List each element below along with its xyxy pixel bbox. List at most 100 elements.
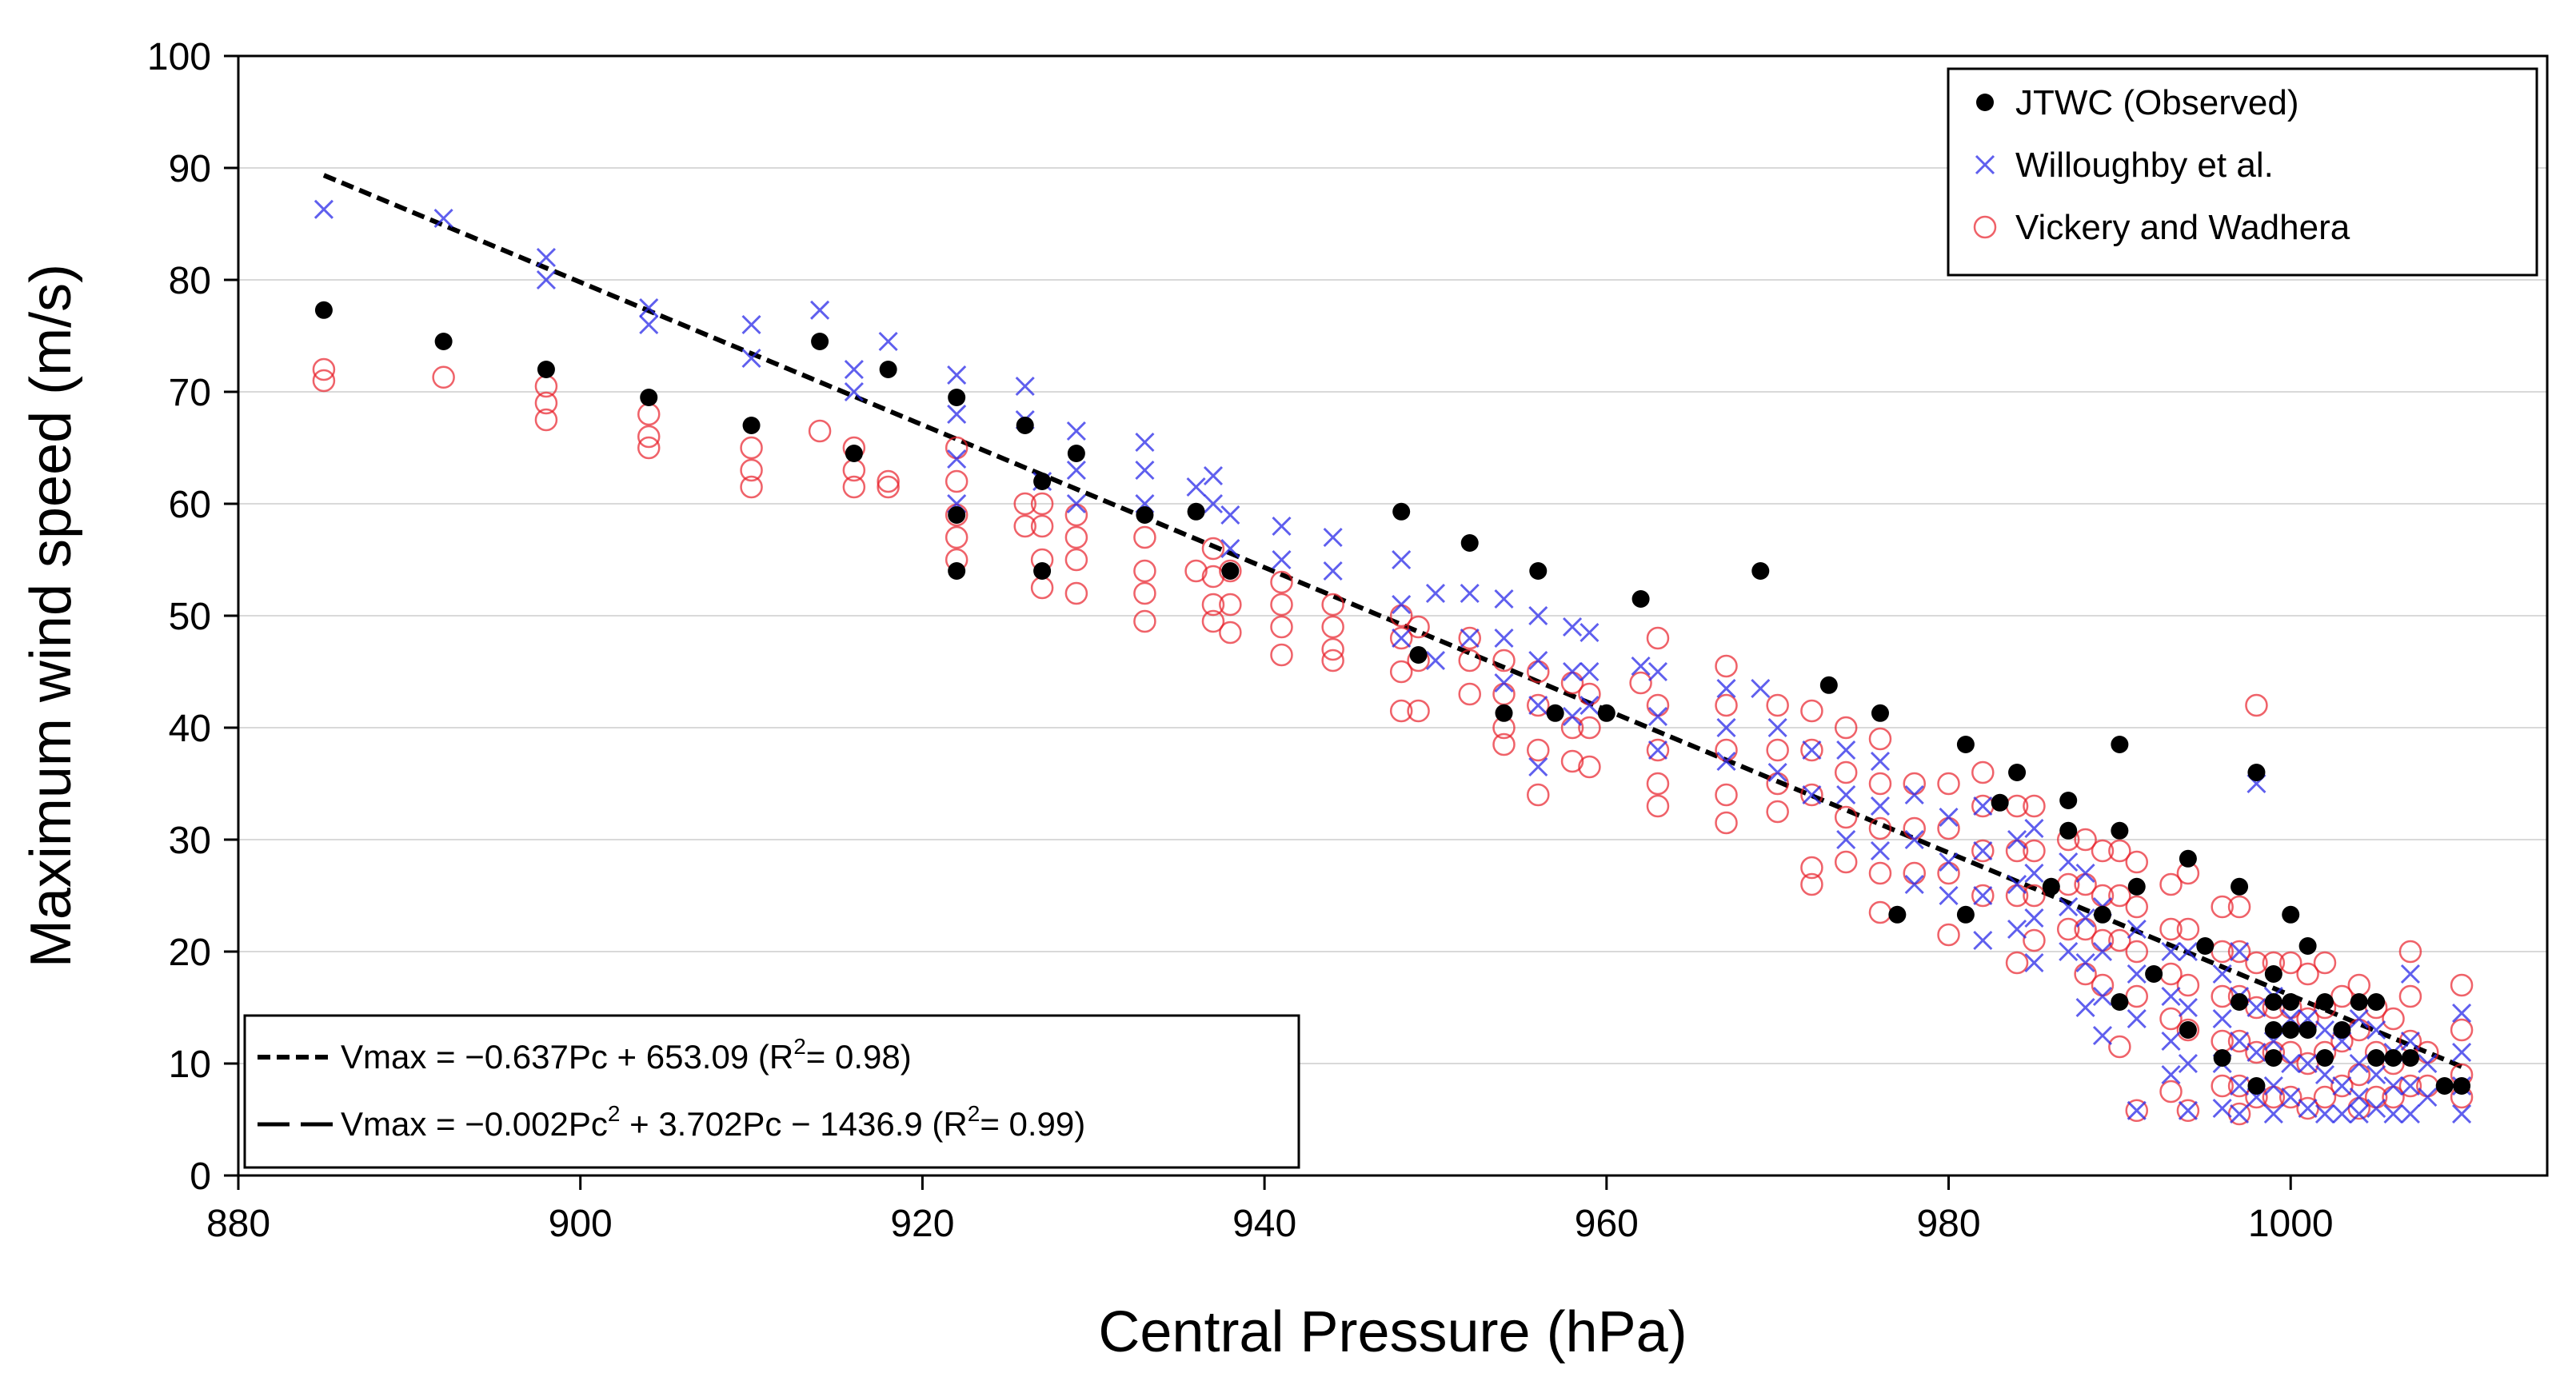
y-tick-label: 0: [190, 1155, 211, 1198]
vickery-point: [808, 419, 832, 443]
vickery-point: [1903, 816, 1926, 840]
willoughby-point: [1494, 673, 1514, 693]
willoughby-point: [2383, 1104, 2403, 1124]
willoughby-point: [1066, 421, 1086, 441]
linear-fit-eq-suffix: = 0.98): [806, 1038, 912, 1076]
willoughby-point: [433, 208, 453, 229]
willoughby-point: [1802, 784, 1822, 805]
jtwc-point: [2247, 1077, 2266, 1095]
x-tick-label: 880: [206, 1203, 270, 1245]
willoughby-point: [2212, 964, 2232, 984]
vickery-point: [1971, 839, 1995, 863]
vickery-point: [1766, 693, 1789, 717]
vickery-point: [312, 369, 336, 393]
vickery-point: [877, 469, 900, 493]
willoughby-point: [2024, 952, 2044, 973]
willoughby-point: [2161, 1064, 2181, 1085]
x-tick-label: 920: [890, 1203, 954, 1245]
vickery-point: [2450, 973, 2474, 997]
vickery-point: [740, 436, 763, 460]
quad-fit-eq-prefix: Vmax = −0.002Pc: [341, 1105, 608, 1143]
willoughby-point: [2263, 1076, 2283, 1096]
vickery-point: [1715, 693, 1738, 717]
willoughby-point: [2075, 997, 2095, 1018]
jtwc-point: [2093, 905, 2111, 924]
legend-box: [1947, 67, 2538, 277]
equation-box: Vmax = −0.637Pc + 653.09 (R2= 0.98) Vmax …: [243, 1014, 1300, 1169]
vickery-point: [2313, 1085, 2337, 1109]
vickery-point: [1407, 699, 1430, 723]
jtwc-point: [2298, 937, 2317, 955]
linear-fit-equation: Vmax = −0.637Pc + 653.09 (R2= 0.98): [341, 1034, 912, 1076]
vickery-point: [945, 525, 968, 549]
willoughby-point: [2092, 941, 2113, 962]
vickery-point: [1458, 626, 1481, 650]
jtwc-point: [742, 417, 761, 434]
willoughby-point: [2178, 1100, 2198, 1120]
vickery-point: [1868, 816, 1892, 840]
jtwc-point: [1495, 704, 1513, 722]
vickery-point: [1715, 783, 1738, 807]
jtwc-point: [2453, 1077, 2471, 1095]
jtwc-point: [1187, 502, 1205, 521]
vickery-point: [2313, 951, 2337, 975]
willoughby-point: [2230, 941, 2250, 962]
vickery-point: [1834, 850, 1858, 874]
vickery-point: [637, 402, 661, 426]
y-tick-label: 70: [169, 372, 211, 414]
x-tick-label: 1000: [2248, 1203, 2334, 1245]
jtwc-point: [2196, 937, 2215, 955]
willoughby-point: [1836, 740, 1856, 760]
vickery-point: [2091, 973, 2115, 997]
vickery-point: [2159, 1007, 2183, 1031]
willoughby-point: [2281, 1087, 2301, 1108]
jtwc-point: [2008, 764, 2027, 781]
willoughby-point: [1580, 661, 1600, 682]
willoughby-point: [1716, 717, 1736, 738]
jtwc-point: [2264, 1021, 2282, 1039]
willoughby-point: [1494, 589, 1514, 609]
willoughby-point: [1767, 717, 1787, 738]
willoughby-point: [1836, 784, 1856, 805]
vickery-point: [2330, 1074, 2354, 1098]
y-tick-label: 10: [169, 1044, 211, 1086]
willoughby-point: [1528, 605, 1548, 626]
willoughby-point: [1751, 678, 1771, 699]
jtwc-point: [948, 506, 966, 524]
vickery-point: [534, 391, 558, 415]
vickery-point: [1868, 772, 1892, 796]
jtwc-point: [2282, 905, 2300, 924]
vickery-point: [2245, 951, 2268, 975]
jtwc-point: [1871, 704, 1889, 722]
vickery-point: [2108, 839, 2131, 863]
vickery-point: [1868, 861, 1892, 885]
legend-marker-circle: [1973, 215, 1997, 239]
vickery-point: [1646, 693, 1670, 717]
vickery-point: [1389, 660, 1413, 684]
vickery-point: [1133, 581, 1156, 605]
willoughby-point: [1528, 756, 1548, 777]
vickery-point: [1800, 856, 1823, 880]
willoughby-point: [536, 247, 556, 268]
willoughby-point: [2263, 1104, 2283, 1124]
jtwc-point: [2298, 1021, 2317, 1039]
willoughby-point: [2314, 1104, 2335, 1124]
willoughby-point: [1392, 549, 1412, 570]
jtwc-point: [2350, 993, 2368, 1011]
vickery-point: [2023, 884, 2046, 908]
vickery-point: [1715, 738, 1738, 762]
vickery-point: [2074, 828, 2097, 852]
vickery-point: [2056, 917, 2080, 941]
willoughby-point: [2298, 1098, 2318, 1119]
vickery-point: [2159, 917, 2183, 941]
y-tick-label: 90: [169, 148, 211, 190]
vickery-point: [2245, 693, 2268, 717]
willoughby-point: [844, 359, 864, 380]
willoughby-point: [1392, 628, 1412, 649]
vickery-point: [2176, 1018, 2200, 1042]
vickery-point: [1321, 615, 1344, 639]
vickery-point: [2159, 1080, 2183, 1104]
vickery-point: [2176, 973, 2200, 997]
willoughby-point: [1973, 840, 1993, 861]
